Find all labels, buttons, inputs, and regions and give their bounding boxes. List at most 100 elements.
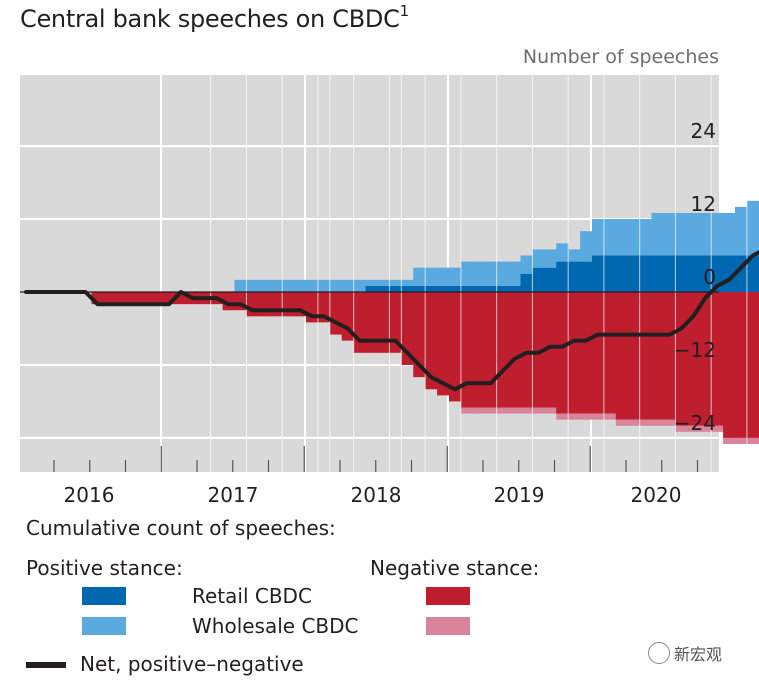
bar-wholesale-negative bbox=[520, 407, 534, 414]
bar-retail-negative bbox=[282, 292, 295, 317]
bar-retail-negative bbox=[401, 292, 414, 365]
bar-wholesale-negative bbox=[532, 407, 545, 414]
watermark: 新宏观 bbox=[648, 641, 722, 665]
bar-retail-negative bbox=[520, 292, 534, 408]
bar-wholesale-positive bbox=[306, 279, 319, 292]
bar-retail-positive bbox=[389, 285, 402, 292]
bar-wholesale-negative bbox=[663, 419, 677, 426]
bar-retail-negative bbox=[615, 292, 629, 420]
bar-wholesale-positive bbox=[508, 261, 522, 286]
bar-retail-negative bbox=[115, 292, 128, 305]
bar-wholesale-negative bbox=[711, 425, 724, 432]
bar-retail-negative bbox=[329, 292, 343, 335]
bar-retail-negative bbox=[449, 292, 462, 402]
bar-wholesale-positive bbox=[353, 279, 367, 292]
bar-wholesale-positive bbox=[687, 212, 700, 256]
bar-retail-positive bbox=[365, 285, 379, 292]
bar-retail-positive bbox=[484, 285, 498, 292]
bar-wholesale-negative bbox=[568, 413, 581, 420]
bar-retail-negative bbox=[377, 292, 391, 353]
bar-wholesale-positive bbox=[520, 255, 534, 274]
chart-svg: −24 −12 0 12 24 2016 2017 2018 2019 2020 bbox=[20, 75, 759, 507]
bar-retail-negative bbox=[472, 292, 486, 408]
bar-retail-negative bbox=[556, 292, 569, 414]
bar-wholesale-positive bbox=[615, 219, 629, 256]
bar-wholesale-negative bbox=[580, 413, 593, 420]
legend-heading: Cumulative count of speeches: bbox=[26, 516, 336, 540]
bar-wholesale-positive bbox=[592, 219, 605, 256]
bar-wholesale-positive bbox=[544, 249, 557, 268]
bar-wholesale-negative bbox=[746, 437, 759, 444]
bar-wholesale-positive bbox=[401, 279, 414, 286]
bar-wholesale-positive bbox=[496, 261, 510, 286]
bar-wholesale-positive bbox=[377, 279, 391, 286]
bar-wholesale-negative bbox=[699, 425, 712, 432]
bar-retail-positive bbox=[639, 255, 653, 292]
bar-wholesale-negative bbox=[735, 437, 748, 444]
bar-retail-negative bbox=[544, 292, 557, 408]
y-tick-label: 24 bbox=[691, 119, 716, 143]
bar-wholesale-positive bbox=[568, 249, 581, 262]
bar-wholesale-positive bbox=[282, 279, 295, 292]
bar-retail-negative bbox=[592, 292, 605, 414]
bar-retail-positive bbox=[532, 267, 545, 292]
bar-wholesale-negative bbox=[556, 413, 569, 420]
bar-retail-positive bbox=[437, 285, 450, 292]
bar-retail-positive bbox=[544, 267, 557, 292]
bar-retail-negative bbox=[151, 292, 164, 305]
bar-retail-negative bbox=[127, 292, 140, 305]
legend-swatch-retail-negative bbox=[426, 587, 470, 605]
bar-retail-positive bbox=[568, 261, 581, 292]
bar-retail-positive bbox=[508, 285, 522, 292]
bar-wholesale-positive bbox=[246, 279, 259, 292]
legend-swatch-retail-positive bbox=[82, 587, 126, 605]
bar-wholesale-positive bbox=[460, 261, 474, 286]
bar-retail-negative bbox=[270, 292, 283, 317]
wechat-icon bbox=[648, 642, 670, 664]
bar-wholesale-positive bbox=[389, 279, 402, 286]
bar-retail-negative bbox=[353, 292, 367, 353]
bar-retail-negative bbox=[687, 292, 700, 426]
legend-negative-heading: Negative stance: bbox=[370, 556, 540, 580]
bar-retail-negative bbox=[103, 292, 116, 305]
bar-wholesale-negative bbox=[496, 407, 510, 414]
bar-wholesale-positive bbox=[651, 212, 665, 256]
bar-retail-negative bbox=[365, 292, 379, 353]
bar-wholesale-negative bbox=[723, 437, 736, 444]
bar-retail-negative bbox=[651, 292, 665, 420]
bar-wholesale-positive bbox=[329, 279, 343, 292]
bar-wholesale-positive bbox=[556, 243, 569, 262]
y-tick-label: 12 bbox=[691, 192, 716, 216]
bar-retail-negative bbox=[437, 292, 450, 396]
bar-wholesale-positive bbox=[294, 279, 307, 292]
net-line bbox=[24, 250, 759, 392]
bar-wholesale-positive bbox=[270, 279, 283, 292]
legend-label-retail: Retail CBDC bbox=[192, 584, 312, 608]
bar-retail-positive bbox=[460, 285, 474, 292]
bar-wholesale-positive bbox=[258, 279, 271, 292]
bar-retail-negative bbox=[508, 292, 522, 408]
y-axis-unit-label: Number of speeches bbox=[522, 46, 719, 68]
bar-retail-positive bbox=[699, 255, 712, 292]
bar-wholesale-negative bbox=[687, 425, 700, 432]
y-tick-label: −12 bbox=[674, 338, 716, 362]
bar-retail-positive bbox=[472, 285, 486, 292]
bar-wholesale-positive bbox=[365, 279, 379, 286]
bar-wholesale-negative bbox=[484, 407, 498, 414]
x-tick-label: 2018 bbox=[351, 483, 402, 507]
bar-retail-positive bbox=[496, 285, 510, 292]
bar-retail-negative bbox=[413, 292, 426, 378]
bar-retail-negative bbox=[580, 292, 593, 414]
bar-retail-positive bbox=[580, 261, 593, 292]
bar-retail-negative bbox=[663, 292, 677, 420]
bar-retail-positive bbox=[627, 255, 641, 292]
bar-wholesale-positive bbox=[723, 212, 736, 256]
bar-retail-positive bbox=[651, 255, 665, 292]
bar-wholesale-negative bbox=[592, 413, 605, 420]
legend-label-net: Net, positive–negative bbox=[80, 652, 304, 676]
bar-wholesale-negative bbox=[472, 407, 486, 414]
bar-retail-positive bbox=[401, 285, 414, 292]
bar-retail-positive bbox=[377, 285, 391, 292]
legend-swatch-wholesale-positive bbox=[82, 617, 126, 635]
bar-wholesale-negative bbox=[544, 407, 557, 414]
